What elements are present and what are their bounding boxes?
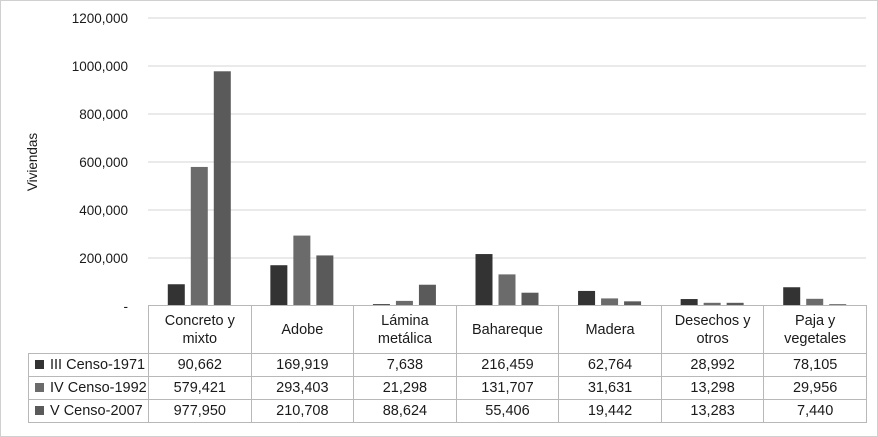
bar	[624, 301, 642, 306]
data-label: 216,459	[455, 353, 560, 377]
bar	[190, 166, 208, 306]
data-label: 19,442	[558, 399, 662, 423]
bar	[475, 254, 493, 306]
bar	[316, 255, 334, 306]
data-label: 7,638	[353, 353, 457, 377]
data-label: 131,707	[455, 376, 560, 400]
series-name: III Censo-1971	[50, 357, 146, 373]
legend-entry: IV Censo-1992	[28, 376, 149, 400]
bar	[521, 292, 539, 306]
bar	[680, 299, 698, 306]
gridlines	[148, 17, 866, 259]
legend-entry: III Censo-1971	[28, 353, 149, 377]
y-tick-label: 600,000	[79, 155, 128, 170]
data-label: 88,624	[353, 399, 457, 423]
bar	[418, 284, 436, 306]
table-corner	[29, 306, 149, 354]
y-tick-label: 1000,000	[72, 59, 128, 74]
table-header-row: Concreto y mixto Adobe Lámina metálica Bahare…	[29, 305, 867, 354]
data-label: 29,956	[763, 376, 867, 400]
data-label: 62,764	[558, 353, 662, 377]
data-label: 977,950	[148, 399, 252, 423]
y-tick-label: 200,000	[79, 251, 128, 266]
bar	[395, 300, 413, 306]
data-label: 7,440	[763, 399, 867, 423]
data-label: 210,708	[250, 399, 355, 423]
bars	[167, 71, 847, 307]
data-label: 13,283	[660, 399, 765, 423]
data-label: 579,421	[148, 376, 252, 400]
y-tick-label: 400,000	[79, 203, 128, 218]
bar	[498, 274, 516, 306]
table-row: IV Censo-1992 579,421 293,403 21,298 131,707…	[28, 376, 867, 400]
bar	[213, 71, 231, 307]
category-label: Desechos y otros	[660, 305, 765, 354]
bar	[806, 298, 824, 306]
category-label: Madera	[558, 305, 662, 354]
bar	[578, 290, 596, 306]
category-label: Paja y vegetales	[763, 305, 867, 354]
table-row: III Censo-1971 90,662 169,919 7,638 216,459 6…	[28, 353, 867, 377]
data-label: 169,919	[250, 353, 355, 377]
bar	[783, 287, 801, 306]
table-row: V Censo-2007 977,950 210,708 88,624 55,406 19…	[28, 399, 867, 423]
legend-swatch	[35, 405, 44, 415]
bar	[726, 302, 744, 306]
legend-entry: V Censo-2007	[28, 399, 149, 423]
legend-swatch	[35, 359, 44, 369]
series-name: V Censo-2007	[50, 403, 143, 419]
y-tick-label: 800,000	[79, 107, 128, 122]
data-label: 21,298	[353, 376, 457, 400]
bar-chart: - 200,000 400,000 600,000 800,000 1000,000 120…	[25, 11, 866, 310]
data-label: 55,406	[455, 399, 560, 423]
bar	[270, 265, 288, 306]
category-label: Bahareque	[455, 305, 560, 354]
bar	[167, 284, 185, 306]
data-label: 78,105	[763, 353, 867, 377]
y-tick-label: 1200,000	[72, 11, 128, 26]
bar	[293, 235, 311, 306]
category-label: Adobe	[250, 305, 355, 354]
y-tick-label: -	[124, 299, 129, 310]
data-table: Concreto y mixto Adobe Lámina metálica Bahare…	[28, 305, 867, 423]
series-name: IV Censo-1992	[50, 380, 147, 396]
bar	[703, 302, 721, 306]
data-label: 28,992	[660, 353, 765, 377]
bar	[601, 298, 619, 306]
category-label: Concreto y mixto	[148, 305, 252, 354]
data-label: 293,403	[250, 376, 355, 400]
data-label: 13,298	[660, 376, 765, 400]
category-label: Lámina metálica	[353, 305, 457, 354]
data-label: 31,631	[558, 376, 662, 400]
legend-swatch	[35, 382, 44, 392]
y-axis-label: Viviendas	[25, 133, 40, 192]
y-axis-ticks: - 200,000 400,000 600,000 800,000 1000,000 120…	[72, 11, 128, 310]
data-label: 90,662	[148, 353, 252, 377]
